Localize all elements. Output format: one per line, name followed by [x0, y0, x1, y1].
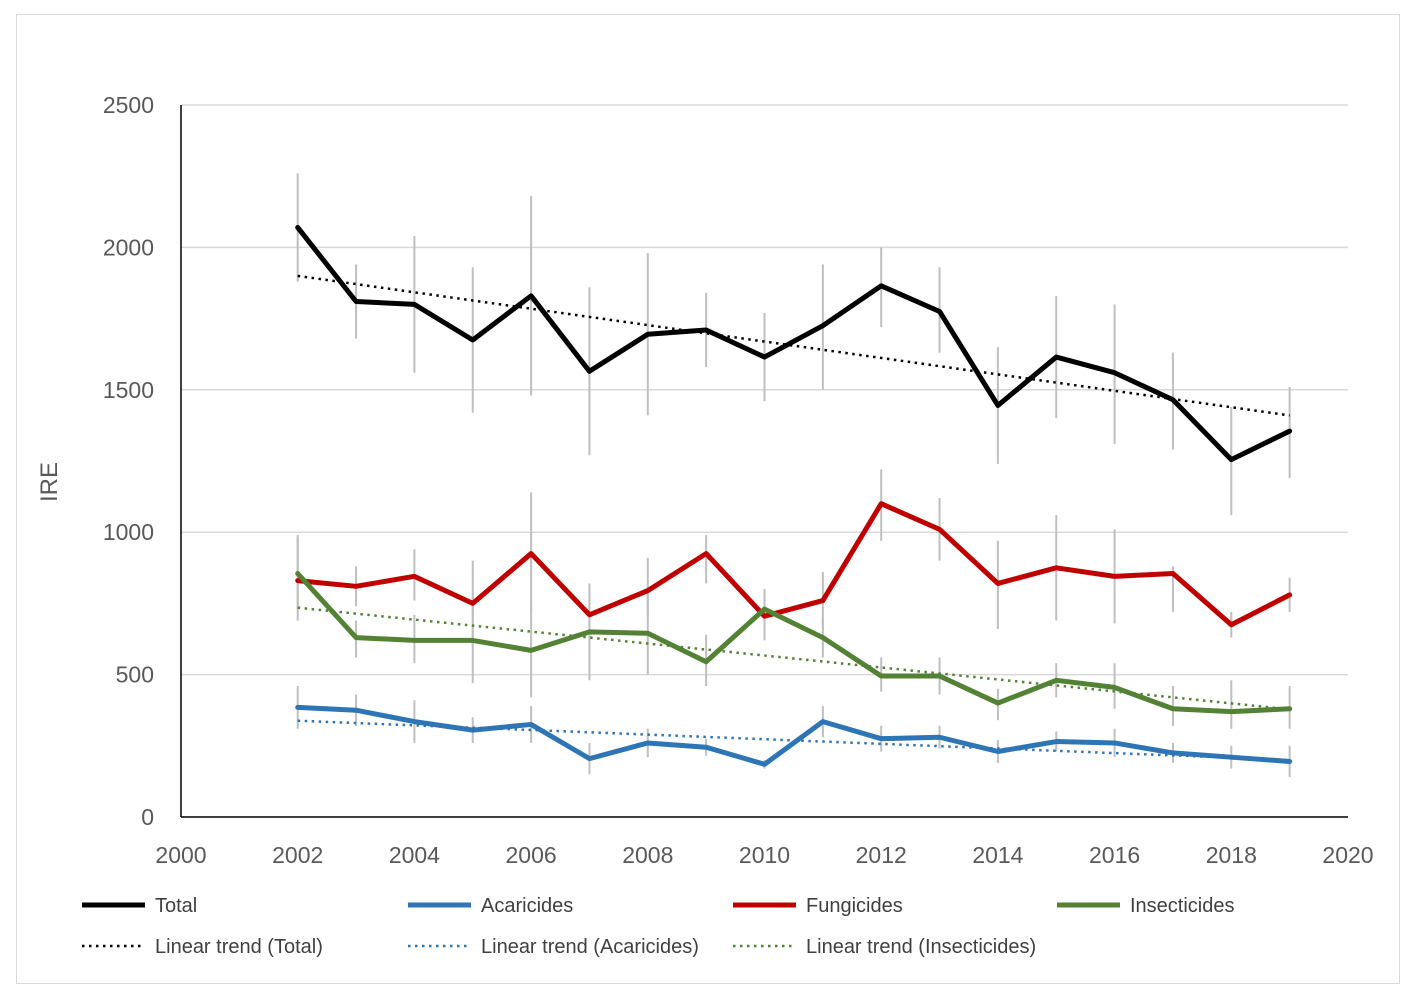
legend-label: Total — [155, 895, 197, 917]
legend-item: Acaricides — [408, 895, 573, 917]
x-tick-label: 2000 — [155, 842, 206, 868]
y-axis-title: IRE — [36, 462, 63, 502]
y-tick-label: 2000 — [103, 234, 154, 260]
legend: Total Acaricides Fungicides Insecticides Lin… — [82, 895, 1235, 958]
legend-label: Insecticides — [1130, 895, 1235, 917]
x-tick-label: 2008 — [622, 842, 673, 868]
trendline — [297, 719, 1290, 762]
legend-item: Total — [82, 895, 197, 917]
trendline — [297, 606, 1290, 711]
legend-item: Insecticides — [1057, 895, 1235, 917]
y-tick-label: 500 — [116, 662, 154, 688]
legend-label: Linear trend (Acaricides) — [481, 936, 699, 958]
x-tick-label: 2006 — [506, 842, 557, 868]
axes — [180, 105, 1348, 818]
gridlines — [181, 104, 1348, 676]
legend-item: Linear trend (Acaricides) — [408, 936, 699, 958]
error-bars — [296, 173, 1291, 778]
y-tick-label: 2500 — [103, 92, 154, 118]
x-tick-label: 2004 — [389, 842, 440, 868]
chart-frame — [16, 14, 1400, 984]
legend-label: Linear trend (Total) — [155, 936, 323, 958]
y-tick-label: 1000 — [103, 519, 154, 545]
legend-label: Linear trend (Insecticides) — [806, 936, 1036, 958]
y-tick-label: 0 — [141, 804, 154, 830]
x-tick-label: 2014 — [972, 842, 1023, 868]
x-tick-label: 2012 — [856, 842, 907, 868]
series-line — [295, 224, 1293, 463]
trendlines — [297, 274, 1290, 762]
series-line — [295, 570, 1293, 715]
x-tick-label: 2002 — [272, 842, 323, 868]
x-tick-label: 2018 — [1206, 842, 1257, 868]
x-tick-label: 2016 — [1089, 842, 1140, 868]
legend-label: Acaricides — [481, 895, 573, 917]
legend-label: Fungicides — [806, 895, 903, 917]
legend-item: Linear trend (Insecticides) — [733, 936, 1036, 958]
x-tick-label: 2020 — [1322, 842, 1373, 868]
series-line — [295, 501, 1293, 628]
trendline — [297, 274, 1290, 417]
y-tick-label: 1500 — [103, 377, 154, 403]
legend-item: Linear trend (Total) — [82, 936, 323, 958]
legend-item: Fungicides — [733, 895, 903, 917]
tick-labels: 0 500 1000 1500 2000 2500 2000 2002 2004 2006 2008… — [103, 92, 1374, 868]
data-series — [295, 224, 1293, 767]
series-line — [295, 704, 1293, 767]
x-tick-label: 2010 — [739, 842, 790, 868]
